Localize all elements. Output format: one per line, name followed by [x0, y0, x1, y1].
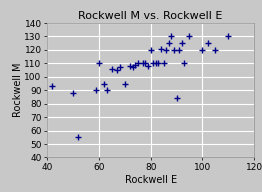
Point: [205, 42, 210, 45]
Point: [133, 63, 137, 66]
Point: [187, 35, 192, 38]
Point: [213, 48, 217, 51]
Point: [159, 47, 163, 50]
Point: [167, 42, 171, 45]
Point: [102, 82, 106, 85]
Point: [182, 62, 186, 65]
Point: [110, 67, 114, 70]
Point: [97, 62, 101, 65]
Point: [164, 48, 168, 51]
Point: [94, 89, 99, 92]
Point: [154, 62, 158, 65]
Point: [76, 136, 80, 139]
Point: [172, 48, 176, 51]
Point: [141, 62, 145, 65]
Point: [200, 48, 205, 51]
Point: [128, 65, 132, 68]
Point: [130, 66, 135, 69]
Point: [174, 97, 179, 100]
Point: [151, 62, 155, 65]
Point: [71, 91, 75, 94]
Point: [136, 62, 140, 65]
Point: [177, 48, 181, 51]
Point: [169, 35, 173, 38]
Point: [115, 69, 119, 72]
Y-axis label: Rockwell M: Rockwell M: [13, 63, 23, 118]
Point: [50, 85, 54, 88]
Title: Rockwell M vs. Rockwell E: Rockwell M vs. Rockwell E: [78, 11, 223, 21]
Point: [146, 65, 150, 68]
Point: [156, 62, 161, 65]
Point: [180, 42, 184, 45]
Point: [143, 62, 148, 65]
Point: [123, 82, 127, 85]
X-axis label: Rockwell E: Rockwell E: [125, 175, 177, 185]
Point: [226, 35, 230, 38]
Point: [149, 48, 153, 51]
Point: [161, 62, 166, 65]
Point: [117, 66, 122, 69]
Point: [105, 89, 109, 92]
